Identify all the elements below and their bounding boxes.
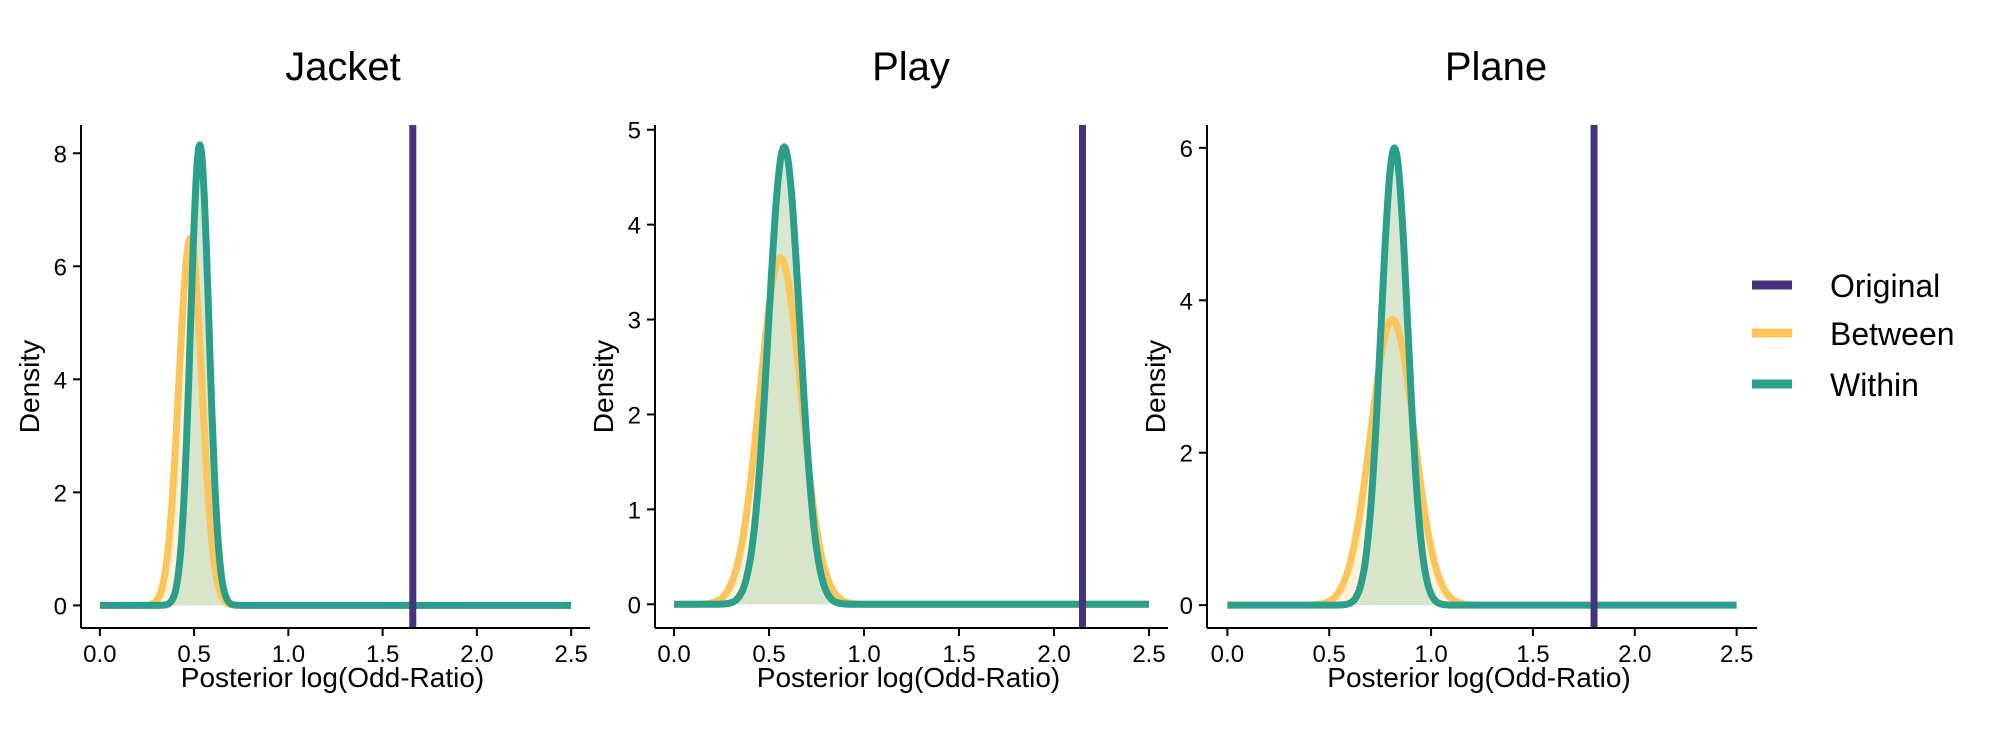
y-tick-label: 2 xyxy=(54,480,67,507)
series-line-within xyxy=(97,141,574,609)
y-tick-label: 0 xyxy=(628,592,641,619)
y-tick-label: 3 xyxy=(628,308,641,335)
x-tick-label: 2.0 xyxy=(1037,641,1070,668)
x-axis-label: Posterior log(Odd-Ratio) xyxy=(757,662,1060,693)
y-tick-label: 2 xyxy=(628,402,641,429)
panel-plane: Plane 0.0 0.5 1.0 1.5 2.0 2.5 0 2 4 6 Posterior log… xyxy=(1140,45,1757,693)
x-tick-label: 1.5 xyxy=(1516,641,1549,668)
x-tick-label: 2.5 xyxy=(554,641,587,668)
chart-title: Play xyxy=(872,45,950,89)
series-line-within xyxy=(671,143,1152,608)
y-tick-label: 4 xyxy=(54,367,67,394)
between-area xyxy=(1227,319,1737,606)
chart-title: Jacket xyxy=(285,45,401,89)
within-area xyxy=(1227,147,1737,606)
x-axis-label: Posterior log(Odd-Ratio) xyxy=(181,662,484,693)
x-tick-label: 2.0 xyxy=(1618,641,1651,668)
y-axis-label: Density xyxy=(14,340,45,433)
series-line-between xyxy=(1224,315,1740,609)
x-tick-label: 1.5 xyxy=(366,641,399,668)
y-tick-label: 5 xyxy=(628,118,641,145)
chart-title: Plane xyxy=(1445,45,1547,89)
y-axis-label: Density xyxy=(588,340,619,433)
legend-label-original: Original xyxy=(1830,268,1940,304)
x-tick-label: 1.0 xyxy=(272,641,305,668)
panel-play: Play 0.0 0.5 1.0 1.5 2.0 2.5 0 1 2 3 4 5 Posterior lo… xyxy=(588,45,1168,693)
x-tick-label: 0.0 xyxy=(83,641,116,668)
legend-label-between: Between xyxy=(1830,316,1955,352)
y-tick-label: 8 xyxy=(54,141,67,168)
within-area xyxy=(99,144,572,606)
between-area xyxy=(674,257,1149,605)
series-line-between xyxy=(97,234,574,609)
y-tick-label: 4 xyxy=(628,213,641,240)
y-tick-label: 1 xyxy=(628,497,641,524)
x-tick-label: 1.5 xyxy=(942,641,975,668)
x-tick-label: 0.5 xyxy=(752,641,785,668)
y-axis-label: Density xyxy=(1140,340,1171,433)
x-axis-label: Posterior log(Odd-Ratio) xyxy=(1327,662,1630,693)
panels: Jacket 0.0 0.5 1.0 1.5 2.0 2.5 0 2 4 6 8 Posterior l… xyxy=(14,45,1757,693)
x-tick-label: 2.5 xyxy=(1720,641,1753,668)
legend: Original Between Within xyxy=(1752,268,1955,403)
x-tick-label: 0.0 xyxy=(1211,641,1244,668)
x-tick-label: 2.0 xyxy=(460,641,493,668)
x-tick-label: 0.0 xyxy=(657,641,690,668)
y-tick-label: 6 xyxy=(54,254,67,281)
y-tick-label: 6 xyxy=(1180,136,1193,163)
legend-label-within: Within xyxy=(1830,367,1919,403)
x-tick-label: 0.5 xyxy=(1313,641,1346,668)
x-tick-label: 1.0 xyxy=(847,641,880,668)
y-tick-label: 4 xyxy=(1180,288,1193,315)
y-tick-label: 2 xyxy=(1180,441,1193,468)
y-tick-label: 0 xyxy=(1180,593,1193,620)
series-line-within xyxy=(1224,144,1740,609)
x-tick-label: 1.0 xyxy=(1414,641,1447,668)
y-tick-label: 0 xyxy=(54,593,67,620)
panel-jacket: Jacket 0.0 0.5 1.0 1.5 2.0 2.5 0 2 4 6 8 Posterior l… xyxy=(14,45,590,693)
x-tick-label: 0.5 xyxy=(177,641,210,668)
x-tick-label: 2.5 xyxy=(1132,641,1165,668)
